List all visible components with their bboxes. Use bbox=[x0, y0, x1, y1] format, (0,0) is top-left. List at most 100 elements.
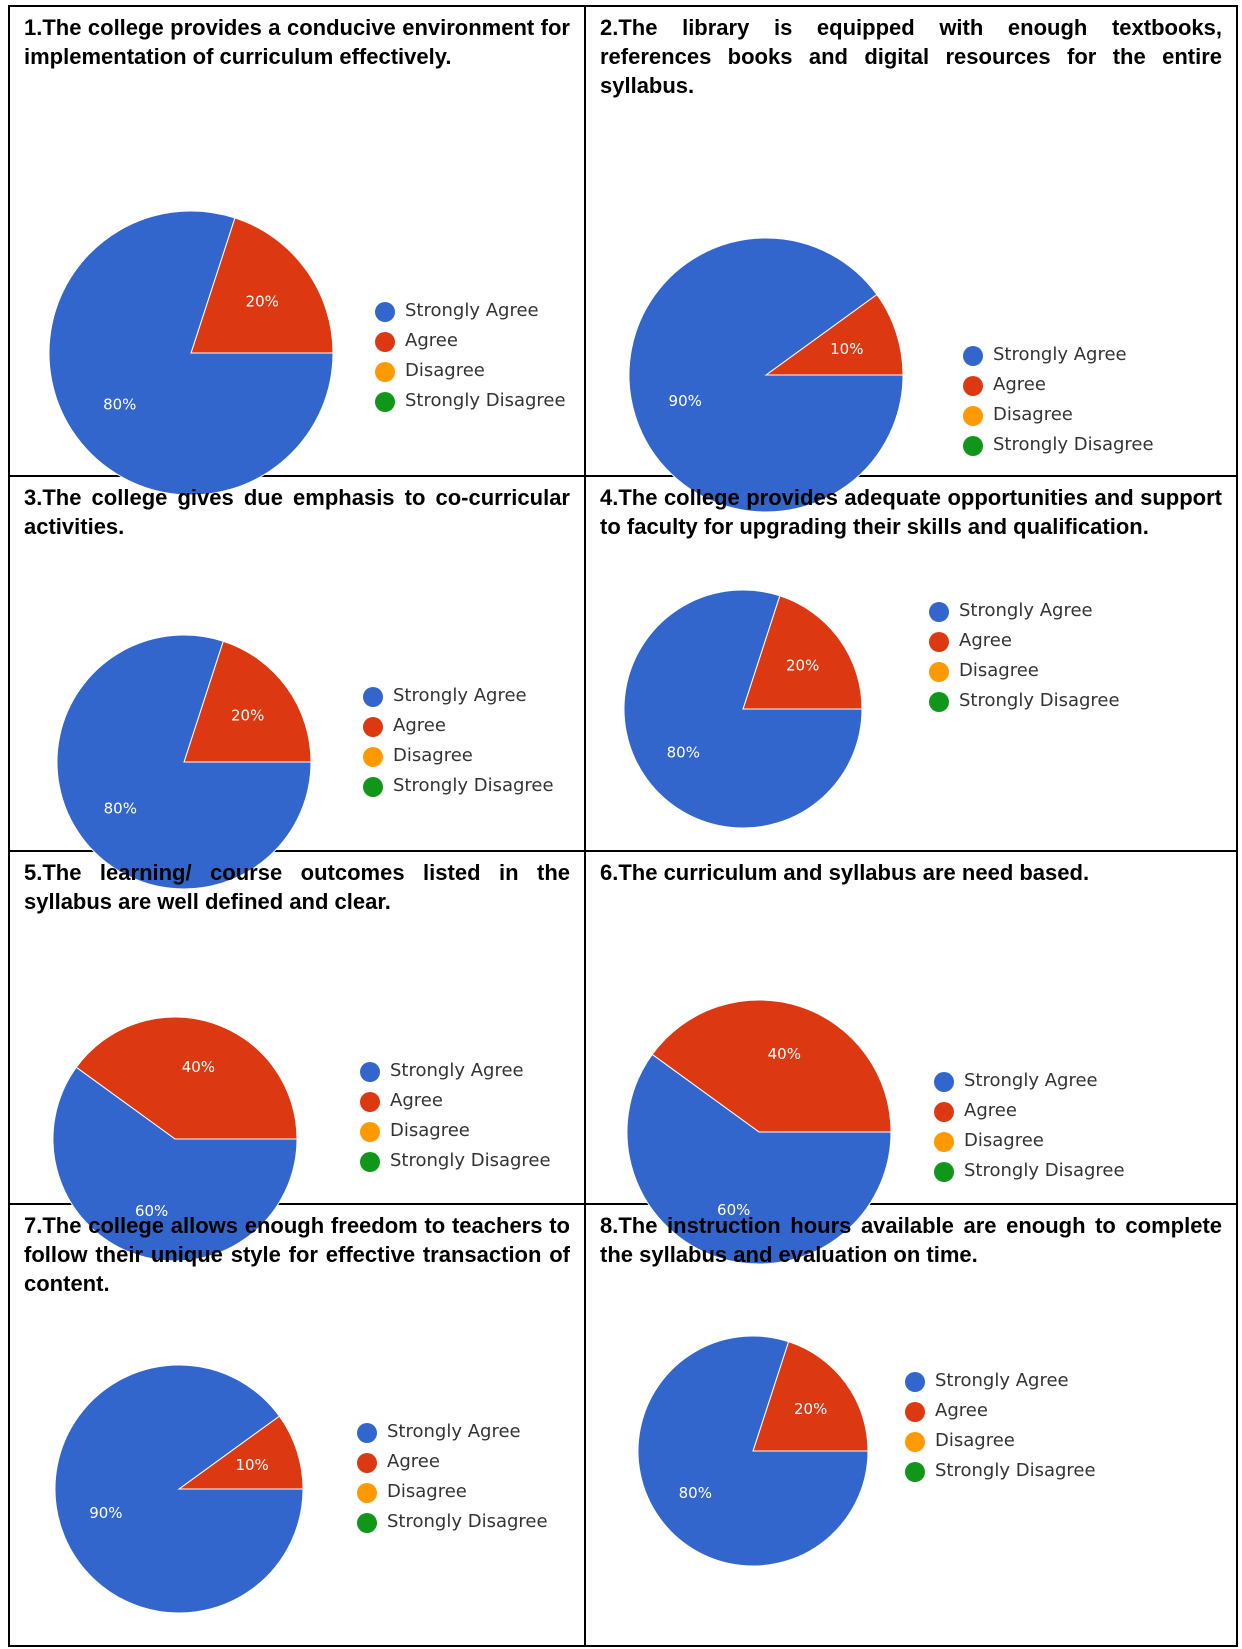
legend-swatch bbox=[360, 1062, 380, 1082]
legend-swatch bbox=[357, 1483, 377, 1503]
legend-label: Disagree bbox=[964, 1130, 1044, 1151]
legend-label: Disagree bbox=[993, 404, 1073, 425]
legend-swatch bbox=[375, 302, 395, 322]
legend-swatch bbox=[363, 717, 383, 737]
legend-label: Strongly Disagree bbox=[393, 775, 554, 796]
pie-slice-label: 60% bbox=[135, 1202, 168, 1220]
legend-label: Strongly Disagree bbox=[964, 1160, 1125, 1181]
question-text: 7.The college allows enough freedom to t… bbox=[24, 1213, 570, 1296]
pie-slice-label: 80% bbox=[104, 799, 137, 817]
legend-swatch bbox=[363, 747, 383, 767]
question-cell-6: 6.The curriculum and syllabus are need b… bbox=[586, 852, 1236, 1265]
pie-slice-agree bbox=[651, 999, 892, 1133]
pie-slice-label: 80% bbox=[667, 743, 700, 761]
pie-slice-label: 20% bbox=[231, 707, 264, 725]
question-cell-7: 7.The college allows enough freedom to t… bbox=[10, 1205, 584, 1645]
pie-slice-agree bbox=[752, 1340, 869, 1452]
legend-swatch bbox=[963, 376, 983, 396]
pie-slice-label: 40% bbox=[768, 1045, 801, 1063]
legend-swatch bbox=[360, 1122, 380, 1142]
pie-slice-label: 90% bbox=[669, 392, 702, 410]
legend-swatch bbox=[963, 436, 983, 456]
legend-swatch bbox=[929, 692, 949, 712]
question-cell-3: 3.The college gives due emphasis to co-c… bbox=[10, 477, 584, 890]
pie-slice-label: 80% bbox=[679, 1484, 712, 1502]
legend-swatch bbox=[375, 362, 395, 382]
pie-slice-label: 20% bbox=[246, 292, 279, 310]
legend-swatch bbox=[375, 332, 395, 352]
legend-label: Strongly Disagree bbox=[387, 1511, 548, 1532]
pie-slice-agree bbox=[183, 640, 312, 763]
column-divider bbox=[584, 7, 586, 1645]
legend-swatch bbox=[360, 1092, 380, 1112]
pie-slice-strongly-agree bbox=[637, 1335, 869, 1567]
legend-swatch bbox=[905, 1372, 925, 1392]
pie-slice-agree bbox=[742, 595, 863, 710]
pie-slice-strongly-agree bbox=[623, 589, 863, 829]
legend-swatch bbox=[934, 1102, 954, 1122]
legend-label: Disagree bbox=[387, 1481, 467, 1502]
legend-swatch bbox=[357, 1453, 377, 1473]
pie-slice-label: 10% bbox=[235, 1456, 268, 1474]
legend-swatch bbox=[934, 1132, 954, 1152]
question-cell-2: 2.The library is equipped with enough te… bbox=[586, 7, 1236, 513]
legend-label: Disagree bbox=[959, 660, 1039, 681]
pie-slice-label: 80% bbox=[103, 396, 136, 414]
legend-label: Strongly Agree bbox=[390, 1060, 524, 1081]
legend-label: Agree bbox=[390, 1090, 443, 1111]
question-text: 5.The learning/ course outcomes listed i… bbox=[24, 860, 570, 914]
legend-label: Strongly Disagree bbox=[959, 690, 1120, 711]
pie-slice-label: 20% bbox=[786, 657, 819, 675]
legend-label: Disagree bbox=[405, 360, 485, 381]
legend-swatch bbox=[905, 1462, 925, 1482]
pie-chart: 20% 80% bbox=[48, 210, 334, 496]
legend-label: Strongly Disagree bbox=[405, 390, 566, 411]
pie-slice-label: 40% bbox=[182, 1058, 215, 1076]
legend-label: Strongly Disagree bbox=[993, 434, 1154, 455]
row-divider bbox=[10, 475, 1236, 477]
legend-swatch bbox=[905, 1402, 925, 1422]
pie-slice-agree bbox=[75, 1016, 298, 1140]
pie-slice-strongly-agree bbox=[56, 634, 312, 890]
pie-slice-strongly-agree bbox=[48, 210, 334, 496]
legend-swatch bbox=[934, 1072, 954, 1092]
question-text: 8.The instruction hours available are en… bbox=[600, 1213, 1222, 1267]
legend-swatch bbox=[357, 1423, 377, 1443]
pie-slice-label: 60% bbox=[717, 1201, 750, 1219]
legend-label: Strongly Agree bbox=[959, 600, 1093, 621]
pie-slice-strongly-agree bbox=[626, 1053, 892, 1265]
legend-label: Strongly Agree bbox=[393, 685, 527, 706]
pie-chart: 40% 60% bbox=[52, 1016, 298, 1262]
pie-chart: 10% 90% bbox=[628, 237, 904, 513]
legend-label: Disagree bbox=[935, 1430, 1015, 1451]
legend-swatch bbox=[375, 392, 395, 412]
question-cell-5: 5.The learning/ course outcomes listed i… bbox=[10, 852, 584, 1262]
legend-label: Strongly Disagree bbox=[390, 1150, 551, 1171]
legend-label: Strongly Agree bbox=[387, 1421, 521, 1442]
question-text: 2.The library is equipped with enough te… bbox=[600, 15, 1222, 98]
pie-chart: 20% 80% bbox=[637, 1335, 869, 1567]
pie-chart: 20% 80% bbox=[56, 634, 312, 890]
pie-chart: 20% 80% bbox=[623, 589, 863, 829]
pie-slice-label: 20% bbox=[794, 1400, 827, 1418]
pie-chart: 10% 90% bbox=[54, 1364, 304, 1614]
legend-swatch bbox=[929, 602, 949, 622]
legend-label: Agree bbox=[387, 1451, 440, 1472]
pie-slice-strongly-agree bbox=[628, 237, 904, 513]
question-text: 1.The college provides a conducive envir… bbox=[24, 15, 570, 69]
legend-swatch bbox=[963, 346, 983, 366]
question-cell-8: 8.The instruction hours available are en… bbox=[586, 1205, 1236, 1645]
legend-swatch bbox=[929, 662, 949, 682]
legend-label: Disagree bbox=[390, 1120, 470, 1141]
legend-label: Agree bbox=[993, 374, 1046, 395]
pie-slice-agree bbox=[190, 217, 334, 354]
legend-label: Strongly Disagree bbox=[935, 1460, 1096, 1481]
legend-swatch bbox=[360, 1152, 380, 1172]
legend-label: Agree bbox=[959, 630, 1012, 651]
question-cell-1: 1.The college provides a conducive envir… bbox=[10, 7, 584, 496]
legend-label: Disagree bbox=[393, 745, 473, 766]
question-text: 4.The college provides adequate opportun… bbox=[600, 485, 1222, 539]
legend-label: Strongly Agree bbox=[405, 300, 539, 321]
legend-label: Strongly Agree bbox=[964, 1070, 1098, 1091]
legend-label: Strongly Agree bbox=[993, 344, 1127, 365]
